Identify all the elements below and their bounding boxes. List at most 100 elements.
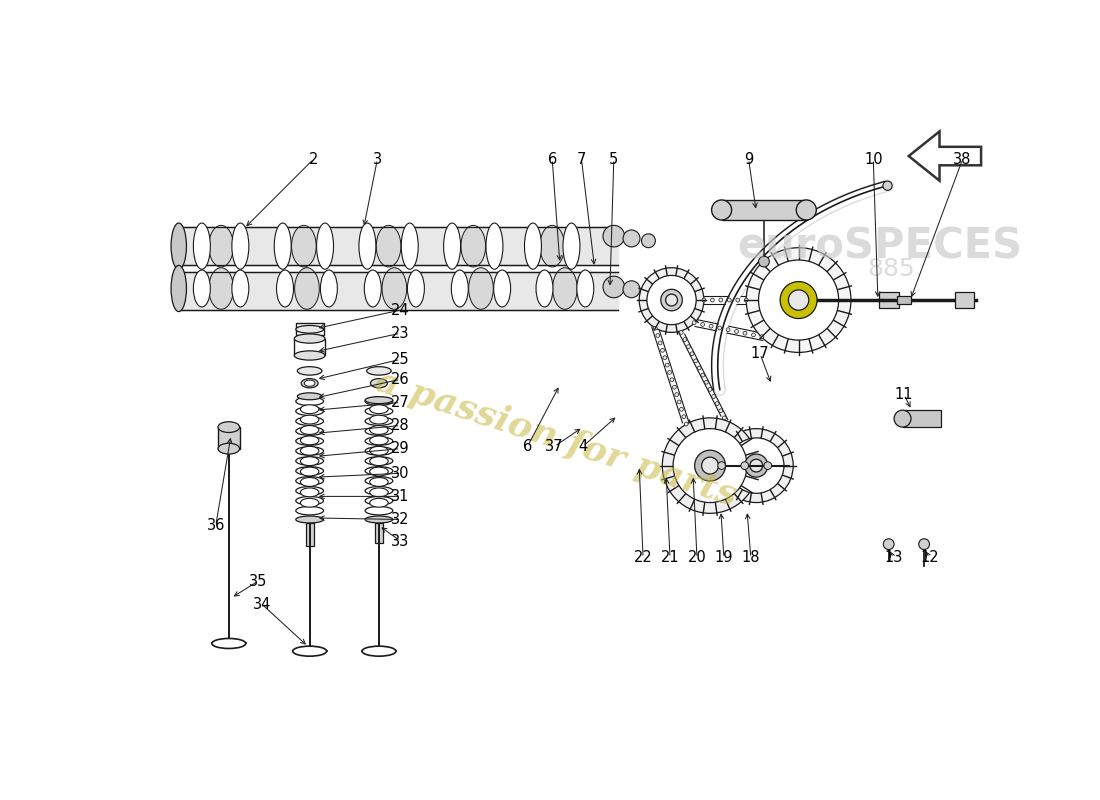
Text: 29: 29 [392,441,410,456]
Ellipse shape [365,516,393,523]
Text: 34: 34 [253,597,271,612]
Ellipse shape [712,200,732,220]
Bar [955,292,975,308]
Ellipse shape [300,488,319,497]
Bar [898,296,911,304]
Circle shape [712,394,715,398]
Ellipse shape [296,326,323,333]
Text: 28: 28 [392,418,410,433]
Text: a passion for parts: a passion for parts [371,364,741,514]
Ellipse shape [365,506,393,515]
Circle shape [760,334,763,338]
Ellipse shape [576,270,594,307]
Ellipse shape [641,285,656,298]
Circle shape [690,352,694,356]
Circle shape [683,338,686,342]
Ellipse shape [536,270,553,307]
Ellipse shape [407,270,425,307]
Circle shape [744,331,747,335]
Ellipse shape [365,486,393,495]
Circle shape [745,298,748,302]
Bar [306,523,313,546]
Circle shape [674,393,679,397]
Ellipse shape [370,457,388,466]
Ellipse shape [365,446,393,455]
Text: 885: 885 [867,258,915,282]
Ellipse shape [317,223,333,270]
Ellipse shape [370,436,388,445]
Ellipse shape [563,223,580,270]
Text: 7: 7 [576,152,586,166]
Circle shape [727,298,732,302]
Ellipse shape [320,270,338,307]
Text: 6: 6 [548,152,557,166]
Circle shape [710,324,713,328]
Circle shape [717,326,722,330]
Circle shape [661,290,682,311]
Ellipse shape [296,397,323,406]
Ellipse shape [296,477,323,485]
Bar [295,338,326,355]
Ellipse shape [894,410,911,427]
Ellipse shape [232,223,249,270]
Circle shape [740,462,749,470]
Circle shape [701,373,705,377]
Text: 38: 38 [954,152,971,166]
Circle shape [728,438,784,494]
Ellipse shape [172,266,187,312]
Text: 12: 12 [921,550,938,566]
Ellipse shape [371,378,387,388]
Ellipse shape [365,457,393,465]
Ellipse shape [300,426,319,434]
Ellipse shape [540,226,564,267]
Text: 9: 9 [744,152,754,166]
Ellipse shape [365,497,393,505]
Circle shape [723,416,726,420]
Ellipse shape [376,226,400,267]
Ellipse shape [212,638,245,649]
Circle shape [883,181,892,190]
Text: 11: 11 [894,387,913,402]
Ellipse shape [300,478,319,486]
Ellipse shape [300,446,319,455]
Ellipse shape [295,268,319,310]
Circle shape [697,366,701,370]
Circle shape [639,268,704,332]
Text: 2: 2 [309,152,318,166]
Circle shape [715,402,719,406]
Ellipse shape [382,268,407,310]
Circle shape [701,322,705,326]
Circle shape [656,334,660,338]
Ellipse shape [359,223,376,270]
Ellipse shape [370,415,388,424]
Ellipse shape [365,417,393,426]
Text: 31: 31 [392,489,409,504]
Circle shape [702,298,706,302]
Ellipse shape [366,366,392,375]
Ellipse shape [218,443,240,454]
Circle shape [686,345,691,349]
Ellipse shape [209,226,233,267]
Text: 6: 6 [522,439,532,454]
Circle shape [682,414,685,418]
Text: 32: 32 [392,512,410,527]
Ellipse shape [370,488,388,497]
Text: 20: 20 [688,550,706,566]
Ellipse shape [370,426,388,434]
Text: 13: 13 [884,550,902,566]
Ellipse shape [365,427,393,435]
Circle shape [694,359,697,363]
Ellipse shape [623,281,640,298]
Bar [218,427,240,449]
Circle shape [719,298,723,302]
Text: 23: 23 [392,326,410,341]
Ellipse shape [293,646,327,656]
Ellipse shape [370,405,388,414]
Circle shape [692,321,696,325]
Ellipse shape [296,427,323,435]
Circle shape [711,298,714,302]
Ellipse shape [296,407,323,415]
Bar [902,410,942,427]
Circle shape [735,330,738,334]
Ellipse shape [172,223,187,270]
